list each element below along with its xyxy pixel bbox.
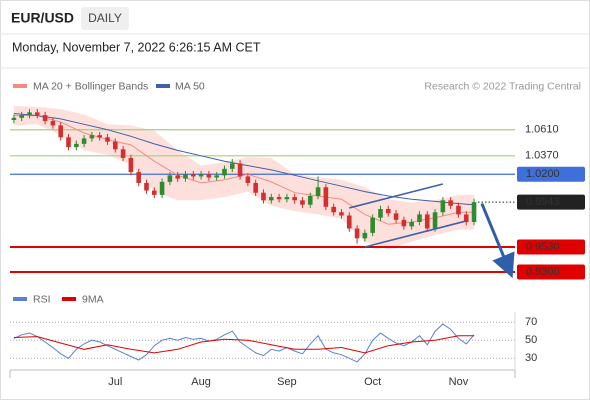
- candle-body: [97, 135, 102, 138]
- candle-body: [456, 205, 461, 215]
- candle-body: [417, 214, 422, 223]
- trendline: [364, 220, 467, 248]
- candle-body: [50, 121, 56, 126]
- legend-swatch: [62, 297, 76, 301]
- candle-body: [385, 209, 391, 214]
- candle-body: [73, 143, 79, 148]
- candle-body: [284, 197, 290, 200]
- trendline: [349, 183, 444, 209]
- legend-swatch: [13, 84, 27, 88]
- candle-body: [198, 174, 204, 177]
- candle-body: [159, 181, 165, 195]
- level-label: 1.0200: [526, 168, 560, 180]
- candle-body: [432, 212, 438, 229]
- candle-body: [323, 187, 329, 207]
- x-tick-label: Nov: [449, 376, 469, 388]
- legend-label: MA 50: [175, 80, 205, 92]
- level-label-box: [517, 194, 585, 210]
- timestamp: Monday, November 7, 2022 6:26:15 AM CET: [12, 40, 261, 54]
- level-label: 0.9300: [526, 266, 560, 278]
- candle-body: [58, 125, 63, 138]
- timeframe[interactable]: DAILY: [88, 11, 122, 25]
- candle-body: [253, 182, 258, 193]
- candle-body: [354, 228, 360, 239]
- candle-body: [222, 168, 227, 176]
- candle-body: [144, 182, 149, 191]
- level-label: 0.9530: [526, 241, 560, 253]
- candle-body: [190, 174, 196, 177]
- candle-body: [362, 232, 368, 239]
- candle-body: [128, 157, 134, 173]
- candle-body: [136, 172, 141, 183]
- credit: Research © 2022 Trading Central: [424, 80, 581, 92]
- candle-body: [424, 214, 430, 229]
- candle-body: [27, 112, 32, 116]
- y-tick-label: 70: [525, 316, 537, 328]
- candle-body: [34, 112, 40, 116]
- x-tick-label: Sep: [277, 376, 297, 388]
- level-label-box: [517, 239, 585, 255]
- forecast-arrow: [480, 202, 515, 279]
- indicator-line: [13, 335, 475, 354]
- legend-swatch: [156, 84, 170, 88]
- indicator-line: [13, 323, 475, 363]
- candle-body: [42, 115, 48, 122]
- candle-body: [409, 222, 414, 227]
- x-tick-label: Oct: [364, 376, 381, 388]
- candle-body: [112, 141, 118, 150]
- candle-body: [292, 197, 297, 201]
- timeframe-box[interactable]: [81, 7, 129, 30]
- candle-body: [339, 212, 344, 216]
- candle-body: [183, 174, 188, 179]
- candle-body: [268, 197, 274, 201]
- level-label-box: [517, 166, 585, 182]
- bollinger-band: [13, 105, 475, 250]
- candle-body: [370, 217, 375, 233]
- candle-body: [346, 215, 352, 229]
- candle-body: [300, 200, 305, 205]
- candle-body: [11, 117, 17, 120]
- candle-body: [120, 149, 126, 158]
- candle-body: [331, 206, 336, 213]
- candle-body: [307, 195, 313, 205]
- candle-body: [167, 175, 173, 182]
- candle-body: [81, 138, 87, 144]
- candle-body: [89, 135, 95, 139]
- candle-body: [378, 209, 383, 218]
- candle-body: [151, 190, 157, 195]
- candle-body: [276, 197, 282, 200]
- level-label-box: [517, 264, 585, 280]
- candle-body: [175, 175, 180, 179]
- legend-swatch: [13, 297, 27, 301]
- level-label: 0.9943: [526, 196, 560, 208]
- ma-line: [13, 113, 475, 206]
- y-tick-label: 50: [525, 334, 537, 346]
- candle-body: [448, 200, 453, 206]
- candle-body: [393, 213, 399, 220]
- candle-body: [245, 176, 251, 183]
- candle-body: [261, 192, 266, 201]
- level-label: 1.0370: [525, 150, 559, 162]
- x-tick-label: Aug: [191, 376, 211, 388]
- candle-body: [440, 200, 446, 213]
- candle-body: [463, 214, 469, 223]
- candle-body: [237, 163, 243, 177]
- candle-body: [401, 219, 407, 227]
- candle-body: [105, 137, 110, 142]
- legend-label: MA 20 + Bollinger Bands: [33, 80, 148, 92]
- legend-label: RSI: [33, 293, 51, 305]
- level-label: 1.0610: [525, 124, 559, 136]
- candle-body: [66, 137, 71, 148]
- symbol: EUR/USD: [11, 10, 74, 26]
- candle-body: [471, 202, 477, 223]
- candle-body: [214, 175, 219, 178]
- x-tick-label: Jul: [108, 376, 122, 388]
- y-tick-label: 30: [525, 352, 537, 364]
- candle-body: [229, 163, 235, 169]
- legend-label: 9MA: [82, 293, 104, 305]
- candle-body: [315, 187, 321, 196]
- candle-body: [206, 174, 212, 178]
- candle-body: [19, 115, 24, 118]
